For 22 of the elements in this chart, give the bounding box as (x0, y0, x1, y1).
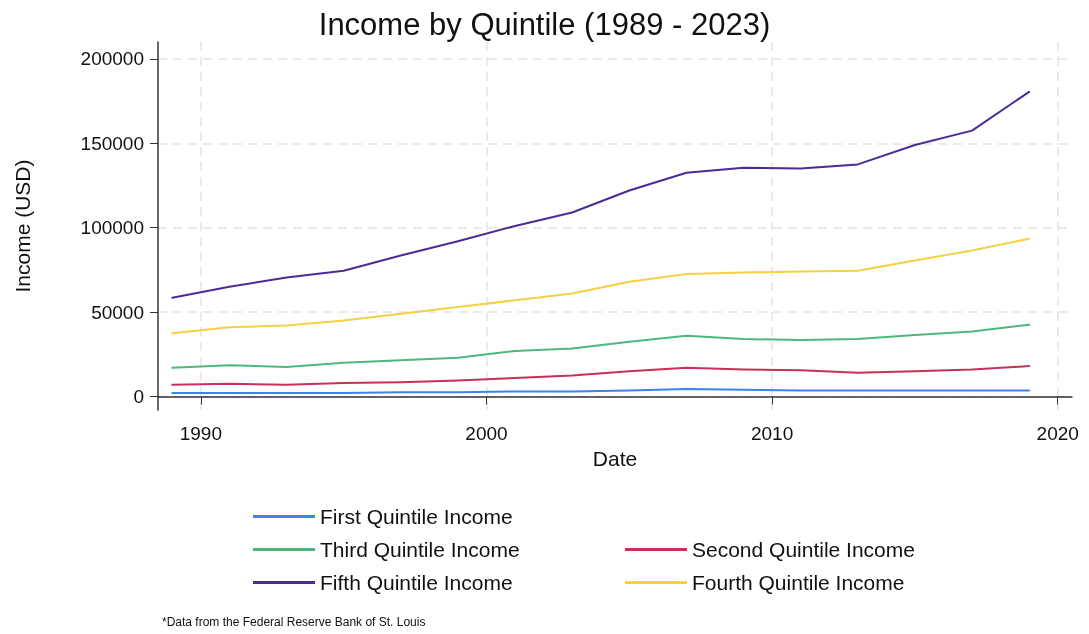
line-series (171, 365, 1031, 386)
x-axis-title: Date (592, 447, 638, 470)
line-series (171, 237, 1031, 335)
y-tick-label: 0 (133, 386, 144, 407)
legend-label: Fourth Quintile Income (692, 571, 905, 594)
y-axis-title: Income (USD) (11, 159, 34, 293)
text: *Data from the Federal Reserve Bank of St. Louis (162, 615, 426, 629)
x-tick-label: 1990 (179, 423, 222, 444)
y-tick-label: 200000 (80, 48, 144, 70)
x-tick-label: 2020 (1036, 423, 1079, 444)
chart-title: Income by Quintile (1989 - 2023) (318, 7, 771, 42)
legend-label: Second Quintile Income (692, 538, 915, 561)
legend-label: Fifth Quintile Income (320, 571, 513, 594)
y-tick-label: 50000 (91, 301, 144, 323)
x-tick-label: 2010 (750, 423, 794, 444)
x-tick-label: 2000 (465, 423, 508, 444)
legend-label: Third Quintile Income (320, 538, 520, 561)
line-series (171, 90, 1031, 299)
y-tick-label: 100000 (80, 217, 144, 239)
line-series (171, 323, 1031, 369)
y-tick-label: 150000 (80, 132, 144, 154)
legend-label: First Quintile Income (320, 505, 513, 528)
